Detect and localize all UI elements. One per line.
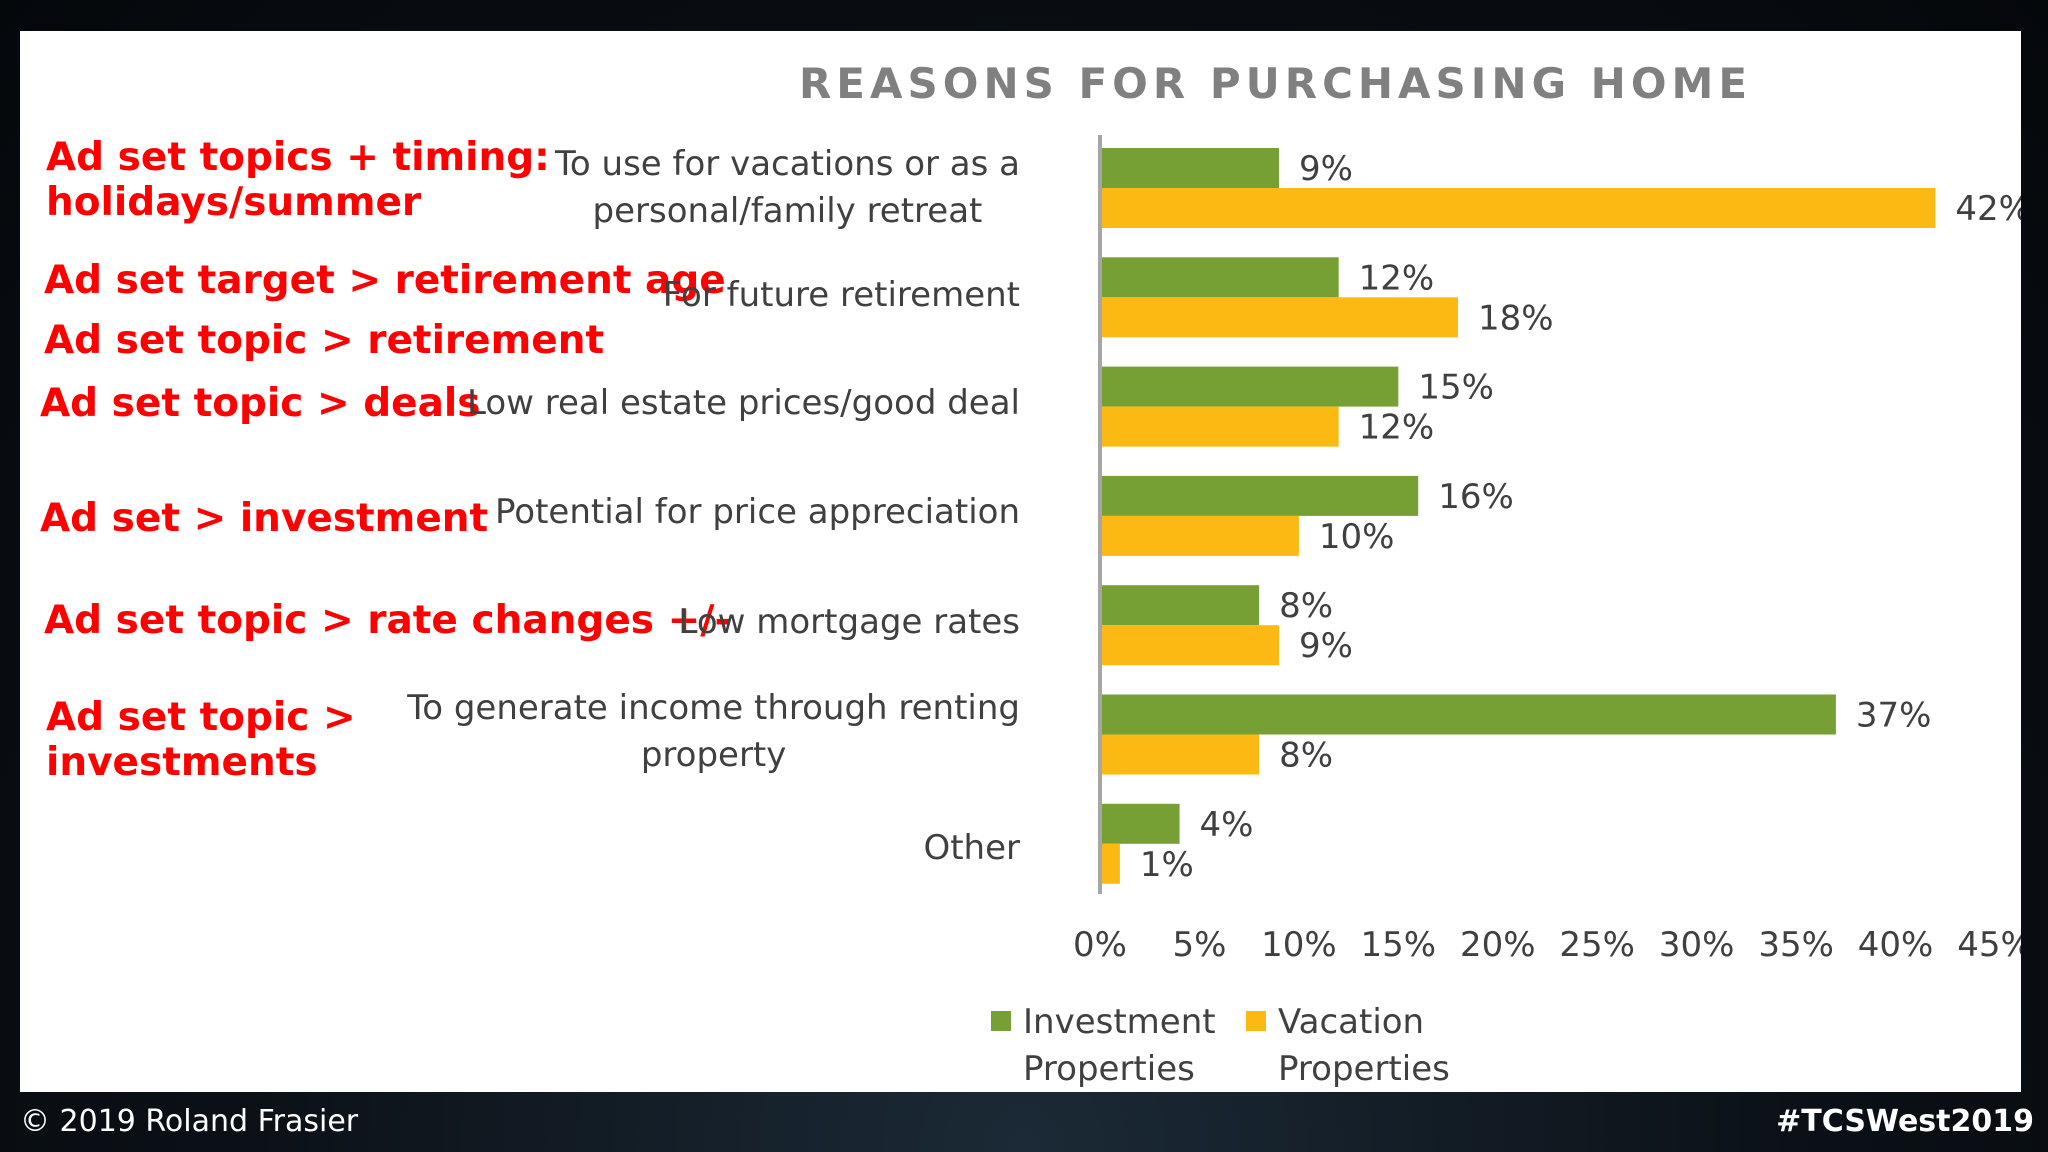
category-label-6: Other: [923, 825, 1020, 872]
annotation-6-line-1: Ad set topic >: [46, 695, 356, 740]
annotation-6-line-2: investments: [46, 740, 318, 786]
category-label-1: For future retirement: [663, 272, 1020, 319]
annotation-3-line-1: Ad set topic > deals: [40, 381, 481, 426]
x-tick-label-8: 40%: [1858, 925, 1934, 965]
annotation-5: Ad set topic > rate changes +/-: [44, 598, 731, 643]
bar-vacation-0: [1100, 188, 1936, 228]
bar-vacation-3: [1100, 515, 1299, 556]
category-label-2-line-1: Low real estate prices/good deal: [467, 383, 1020, 423]
data-label-investment-2: 15%: [1418, 368, 1494, 408]
x-tick-label-5: 25%: [1559, 925, 1635, 965]
x-tick-label-9: 45%: [1957, 925, 2021, 965]
category-label-4: Low mortgage rates: [679, 599, 1021, 646]
annotation-1: Ad set topics + timing: holidays/summer: [46, 135, 550, 225]
x-tick-label-6: 30%: [1659, 925, 1735, 965]
bar-vacation-2: [1100, 406, 1339, 447]
data-label-vacation-1: 18%: [1478, 298, 1554, 338]
x-tick-label-1: 5%: [1172, 925, 1226, 965]
category-label-1-line-1: For future retirement: [662, 275, 1020, 315]
category-label-0-line-2: personal/family retreat: [592, 190, 983, 231]
legend-swatch-vacation: [1246, 1011, 1266, 1031]
x-tick-label-3: 15%: [1361, 925, 1437, 965]
category-label-3: Potential for price appreciation: [495, 489, 1020, 536]
data-label-investment-0: 9%: [1299, 149, 1353, 189]
slide: REASONS FOR PURCHASING HOME Ad set topic…: [20, 31, 2021, 1092]
bar-vacation-1: [1100, 297, 1458, 338]
annotation-2-line-1: Ad set target > retirement age: [44, 258, 726, 303]
category-label-0: To use for vacations or as a personal/fa…: [555, 141, 1020, 235]
category-label-6-line-1: Other: [923, 828, 1020, 868]
annotation-5-line-1: Ad set topic > rate changes +/-: [44, 598, 731, 643]
category-label-5: To generate income through renting prope…: [407, 685, 1020, 779]
category-label-5-line-2: property: [640, 734, 787, 775]
annotation-1-line-2: holidays/summer: [46, 180, 422, 226]
bar-investment-6: [1100, 803, 1180, 844]
annotation-2-line-2: Ad set topic > retirement: [44, 318, 605, 364]
bar-vacation-5: [1100, 734, 1260, 775]
data-label-vacation-0: 42%: [1955, 189, 2021, 229]
annotation-2: Ad set target > retirement age Ad set to…: [44, 258, 726, 363]
bar-vacation-6: [1100, 843, 1120, 884]
data-label-vacation-5: 8%: [1279, 736, 1333, 776]
bar-vacation-4: [1100, 625, 1279, 666]
annotation-4: Ad set > investment: [40, 496, 488, 541]
category-label-5-line-1: To generate income through renting: [407, 688, 1020, 728]
data-label-vacation-4: 9%: [1299, 626, 1353, 666]
data-label-vacation-2: 12%: [1359, 408, 1435, 448]
data-label-vacation-3: 10%: [1319, 517, 1395, 557]
annotation-6: Ad set topic > investments: [46, 695, 356, 785]
data-label-investment-1: 12%: [1359, 258, 1435, 298]
legend-swatch-investment: [991, 1011, 1011, 1031]
annotation-1-line-1: Ad set topics + timing:: [46, 135, 550, 180]
x-tick-label-0: 0%: [1073, 925, 1127, 965]
data-label-investment-6: 4%: [1200, 805, 1254, 845]
legend-label-investment-line-1: Investment: [1023, 1002, 1216, 1042]
annotation-3: Ad set topic > deals: [40, 381, 481, 426]
bar-investment-1: [1100, 257, 1339, 298]
bar-investment-3: [1100, 475, 1419, 516]
category-label-2: Low real estate prices/good deal: [467, 380, 1020, 427]
bar-investment-5: [1100, 694, 1836, 735]
x-tick-label-2: 10%: [1261, 925, 1337, 965]
category-label-3-line-1: Potential for price appreciation: [495, 492, 1020, 532]
legend-label-investment-line-2: Properties: [1023, 1048, 1195, 1089]
chart-plot: 9%12%15%16%8%37%4%42%18%12%10%9%8%1%0%5%…: [1073, 135, 2021, 965]
legend-label-vacation-line-2: Properties: [1278, 1048, 1450, 1089]
data-label-investment-3: 16%: [1438, 477, 1514, 517]
data-label-vacation-6: 1%: [1140, 845, 1194, 885]
chart-title: REASONS FOR PURCHASING HOME: [798, 59, 1753, 108]
category-label-0-line-1: To use for vacations or as a: [554, 144, 1020, 184]
data-label-investment-5: 37%: [1856, 696, 1932, 736]
x-tick-label-4: 20%: [1460, 925, 1536, 965]
legend-label-vacation-line-1: Vacation: [1278, 1002, 1425, 1042]
bar-investment-2: [1100, 366, 1399, 407]
bar-investment-4: [1100, 585, 1260, 626]
bar-investment-0: [1100, 148, 1279, 188]
category-label-4-line-1: Low mortgage rates: [678, 602, 1021, 642]
copyright-text: © 2019 Roland Frasier: [20, 1104, 359, 1139]
hashtag-text: #TCSWest2019: [1776, 1104, 2034, 1139]
data-label-investment-4: 8%: [1279, 586, 1333, 626]
x-tick-label-7: 35%: [1758, 925, 1834, 965]
annotation-4-line-1: Ad set > investment: [40, 496, 489, 541]
